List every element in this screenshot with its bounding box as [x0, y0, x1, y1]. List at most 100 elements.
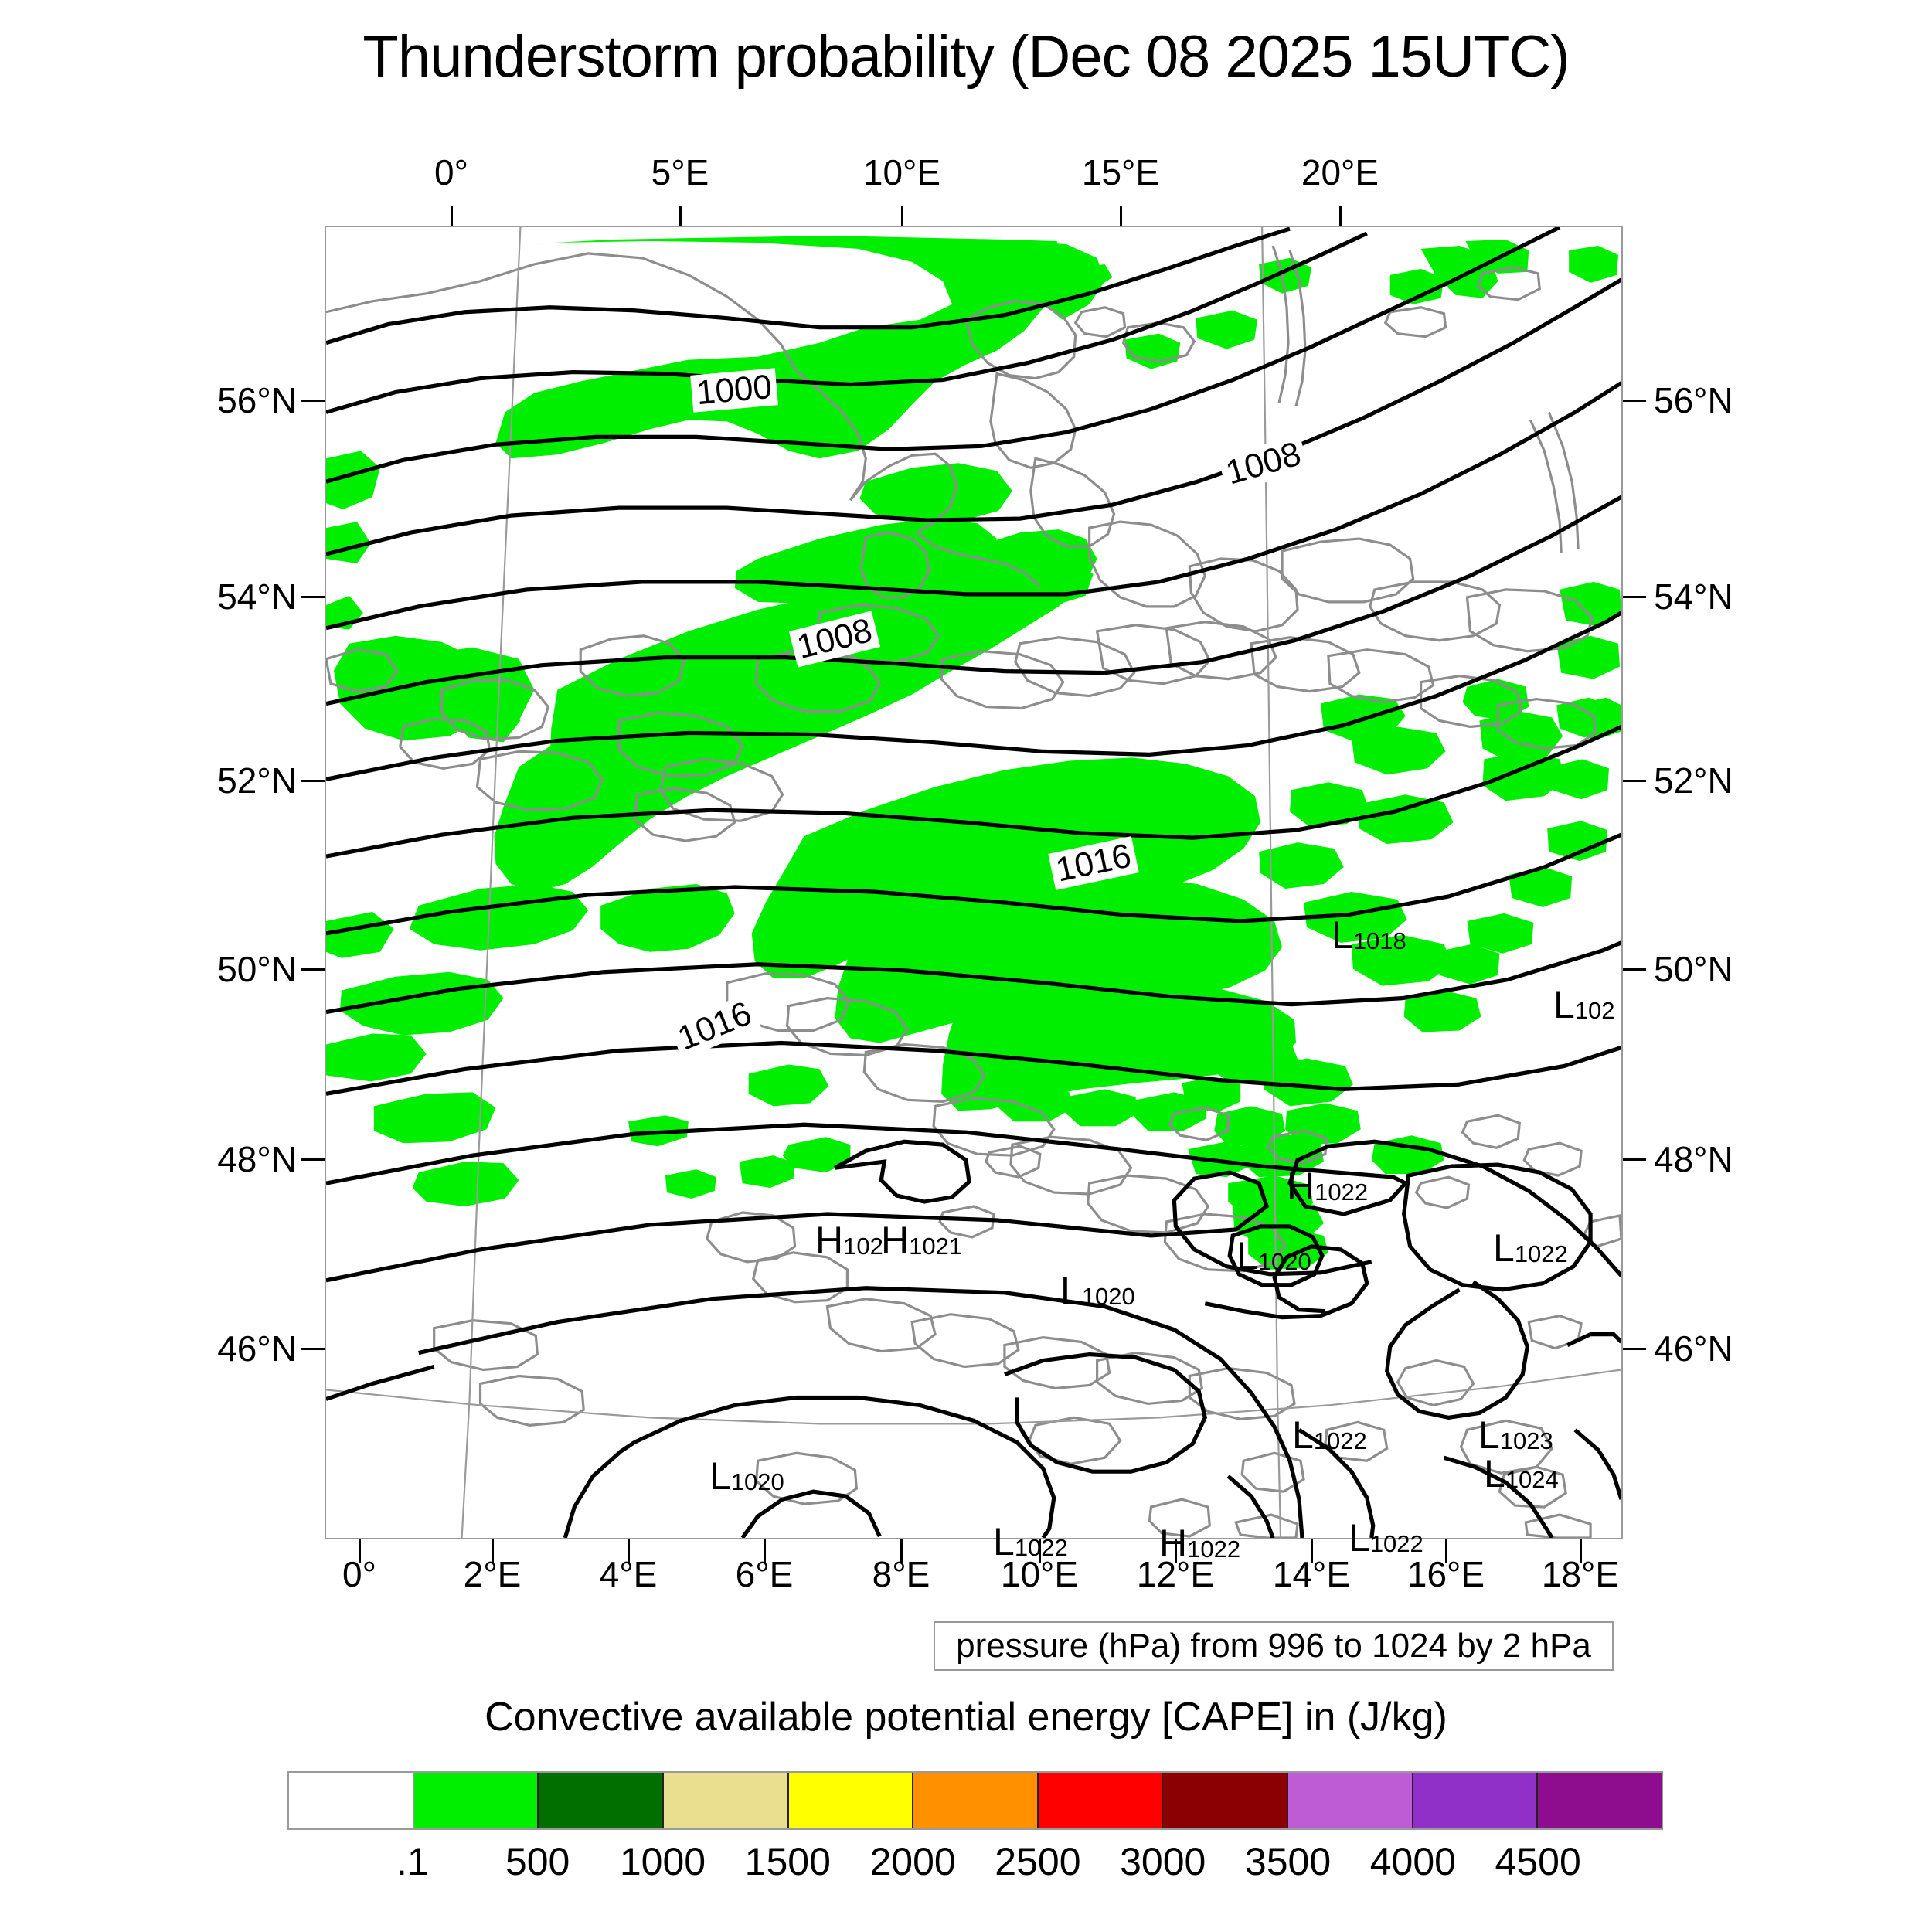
axis-tick	[301, 596, 325, 598]
bottom-lon-label-8: 16°E	[1406, 1554, 1485, 1594]
colorbar-segment-5[interactable]	[912, 1773, 1037, 1828]
pressure-centre-l-1022-7: L1022	[1493, 1229, 1568, 1267]
top-lon-label-2: 10°E	[862, 152, 941, 192]
axis-tick	[901, 206, 903, 226]
colorbar-segment-9[interactable]	[1411, 1773, 1537, 1828]
pressure-centre-l-1020-5: L1020	[1236, 1236, 1311, 1275]
pressure-centre-type: L	[709, 1454, 731, 1498]
axis-tick	[764, 1539, 766, 1563]
bottom-lon-label-7: 14°E	[1272, 1554, 1351, 1594]
pressure-centre-value: 1020	[1081, 1283, 1135, 1310]
axis-tick	[628, 1539, 630, 1563]
pressure-centre-value: 1020	[1257, 1248, 1311, 1275]
bottom-lon-label-6: 12°E	[1136, 1554, 1215, 1594]
pressure-centre-type: L	[1478, 1413, 1500, 1457]
colorbar-segment-6[interactable]	[1036, 1773, 1162, 1828]
axis-tick	[492, 1539, 494, 1563]
colorbar-tick-2000: 2000	[869, 1840, 956, 1883]
pressure-centre-type: L	[1332, 913, 1353, 957]
axis-tick	[900, 1539, 903, 1563]
colorbar-segment-4[interactable]	[787, 1773, 913, 1828]
pressure-centre-type: L	[993, 1520, 1015, 1563]
top-lon-label-1: 5°E	[651, 152, 709, 192]
axis-tick	[1311, 1539, 1313, 1563]
pressure-centre-value: 1018	[1352, 927, 1406, 954]
colorbar-tick-4500: 4500	[1495, 1840, 1581, 1883]
pressure-centre-value: 1021	[909, 1233, 963, 1260]
pressure-centre-l-1022-9: L1022	[1292, 1416, 1367, 1454]
axis-tick	[1445, 1539, 1447, 1563]
pressure-centre-value: 1022	[1187, 1536, 1241, 1563]
pressure-centre-value: 1022	[1514, 1240, 1568, 1267]
pressure-centre-value: 1024	[1505, 1466, 1559, 1493]
pressure-centre-type: L	[1484, 1452, 1505, 1495]
axis-tick	[359, 1539, 361, 1563]
colorbar-tick-4000: 4000	[1369, 1840, 1456, 1883]
colorbar-segment-2[interactable]	[537, 1773, 662, 1828]
pressure-centre-l-102-4: L102	[1553, 985, 1615, 1024]
pressure-centre-l-1022-12: L1022	[1349, 1519, 1423, 1557]
left-lat-label-5: 46°N	[217, 1328, 297, 1369]
cape-shaded-field	[326, 236, 1621, 1270]
pressure-centre-type: L	[1349, 1516, 1370, 1560]
colorbar-segment-8[interactable]	[1287, 1773, 1412, 1828]
axis-tick	[1339, 206, 1342, 226]
axis-tick	[1623, 596, 1646, 598]
colorbar-segment-0[interactable]	[289, 1773, 413, 1828]
pressure-centre-value: 1022	[1014, 1534, 1068, 1561]
axis-tick	[1175, 1539, 1177, 1563]
bottom-lon-label-2: 4°E	[599, 1554, 658, 1594]
pressure-centre-value: 1020	[730, 1468, 784, 1495]
pressure-centre-value: 102	[1574, 997, 1615, 1024]
axis-tick	[1623, 968, 1646, 971]
pressure-centre-value: 102	[843, 1233, 883, 1260]
colorbar-tick-500: 500	[505, 1840, 570, 1883]
axis-tick	[451, 206, 453, 226]
pressure-centre-type: L	[1553, 983, 1575, 1026]
pressure-centre-value: 1023	[1499, 1427, 1553, 1454]
isobar-layer	[326, 227, 1621, 1538]
pressure-centre-type: H	[881, 1219, 910, 1262]
bottom-lon-label-9: 18°E	[1541, 1554, 1620, 1594]
colorbar-segment-7[interactable]	[1162, 1773, 1287, 1828]
colorbar-segment-1[interactable]	[412, 1773, 538, 1828]
map-plot-area[interactable]	[325, 226, 1623, 1539]
pressure-centre-l-1020-8: L1020	[709, 1457, 784, 1495]
pressure-centre-h-1022-14: H1022	[1159, 1524, 1240, 1563]
bottom-lon-label-3: 6°E	[735, 1554, 794, 1594]
pressure-centre-h-1022-2: H1022	[1287, 1167, 1368, 1206]
colorbar-segment-3[interactable]	[662, 1773, 787, 1828]
colorbar[interactable]	[287, 1771, 1663, 1830]
left-lat-label-1: 54°N	[217, 577, 297, 617]
bottom-lon-label-5: 10°E	[1000, 1554, 1079, 1594]
right-lat-label-3: 50°N	[1654, 949, 1733, 989]
colorbar-caption: Convective available potential energy [C…	[485, 1695, 1447, 1740]
pressure-centre-type: L	[1292, 1413, 1314, 1457]
colorbar-segment-10[interactable]	[1536, 1773, 1662, 1828]
pressure-centre-type: L	[1493, 1226, 1515, 1270]
bottom-lon-label-0: 0°	[342, 1554, 376, 1594]
pressure-centre-value: 1022	[1315, 1179, 1369, 1206]
bottom-lon-label-1: 2°E	[463, 1554, 522, 1594]
pressure-centre-h-102-0: H102	[815, 1221, 883, 1260]
colorbar-tick-1000: 1000	[619, 1840, 706, 1883]
right-lat-label-1: 54°N	[1654, 577, 1733, 617]
pressure-centre-l-1022-13: L1022	[993, 1522, 1068, 1561]
axis-tick	[301, 780, 325, 782]
pressure-centre-h-1021-1: H1021	[881, 1221, 962, 1260]
colorbar-tick-1500: 1500	[744, 1840, 831, 1883]
page-title: Thunderstorm probability (Dec 08 2025 15…	[362, 24, 1570, 90]
axis-tick	[679, 206, 682, 226]
top-lon-label-4: 20°E	[1301, 152, 1379, 192]
pressure-centre-value: 1022	[1369, 1530, 1423, 1557]
pressure-centre-l-1018-3: L1018	[1332, 916, 1406, 954]
axis-tick	[1623, 1158, 1646, 1161]
axis-tick	[1623, 400, 1646, 402]
pressure-caption: pressure (hPa) from 996 to 1024 by 2 hPa	[934, 1621, 1614, 1671]
pressure-centre-l-1020-6: L1020	[1060, 1271, 1135, 1310]
axis-tick	[301, 1158, 325, 1161]
left-lat-label-4: 48°N	[217, 1139, 297, 1179]
right-lat-label-5: 46°N	[1654, 1328, 1733, 1369]
colorbar-tick-.1: .1	[396, 1840, 429, 1883]
axis-tick	[1580, 1539, 1582, 1563]
